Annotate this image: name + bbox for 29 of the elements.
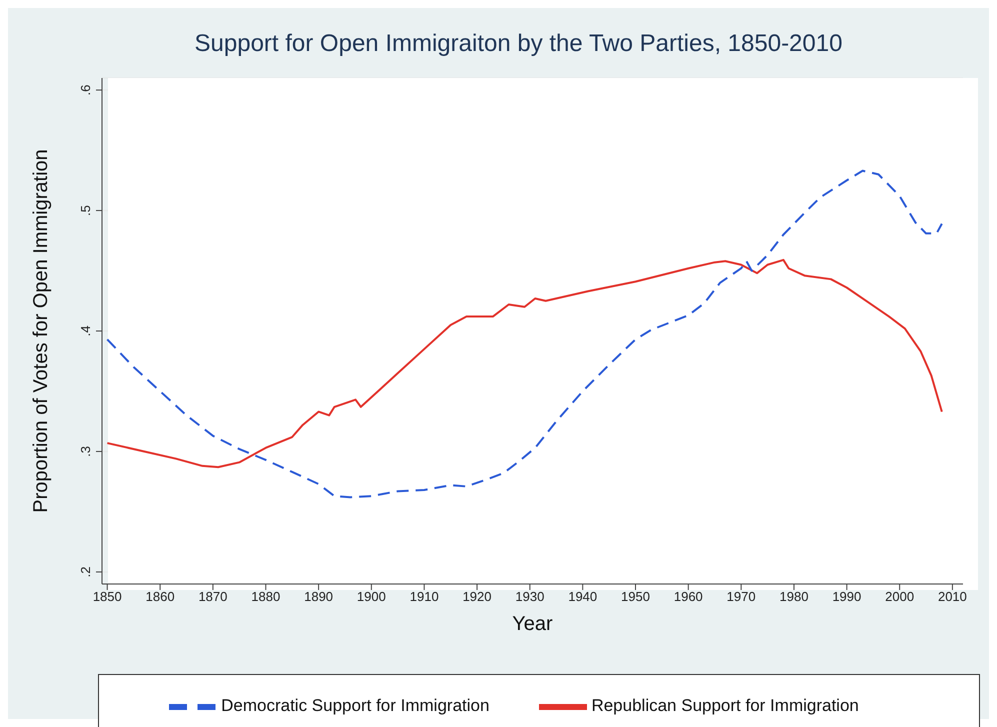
x-tick-label: 1940 [568,589,598,604]
y-axis-title: Proportion of Votes for Open Immigration [30,149,52,513]
x-tick-label: 1880 [251,589,280,604]
x-axis-title: Year [512,613,554,635]
x-tick-label: 1890 [304,589,334,604]
x-tick-label: 2010 [938,589,967,604]
legend-label: Democratic Support for Immigration [221,696,490,716]
x-tick-label: 1860 [146,589,175,604]
y-tick-label: .2 [78,566,93,578]
x-tick-label: 1970 [726,589,756,604]
line-series [106,258,943,468]
x-tick-label: 1960 [674,589,703,604]
legend-label: Republican Support for Immigration [591,696,859,716]
x-tick-label: 1870 [198,589,228,604]
x-tick-label: 1980 [780,589,808,604]
x-tick-label: 1950 [621,589,650,604]
x-tick-label: 1920 [462,589,492,604]
x-tick-label: 1930 [515,589,544,604]
line-series [106,170,943,498]
x-tick-label: 1990 [832,589,862,604]
y-tick-label: .5 [78,205,93,216]
y-tick-label: .4 [78,326,93,336]
x-tick-label: 1850 [92,589,122,604]
x-tick-label: 1910 [410,589,439,604]
chart-title: Support for Open Immigraiton by the Two Parties, 1850-2010 [194,29,844,59]
x-tick-label: 1900 [356,589,386,604]
x-tick-label: 2000 [885,589,914,604]
y-tick-label: .3 [78,446,93,457]
y-tick-label: .6 [78,84,93,96]
